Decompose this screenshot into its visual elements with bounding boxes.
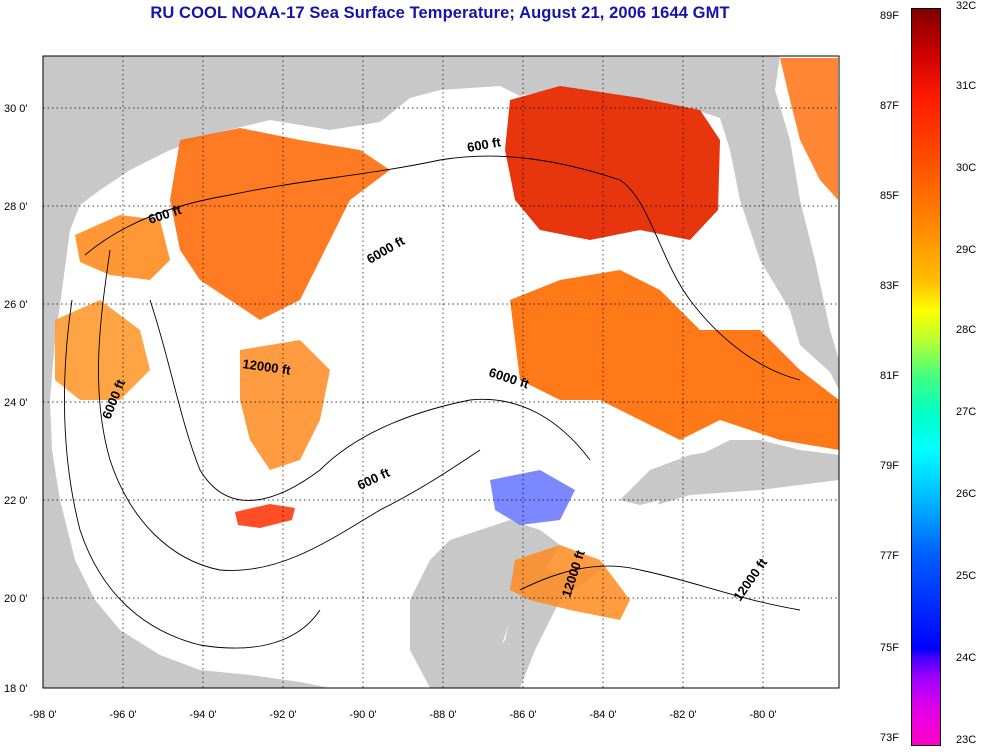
f-label: 87F [880, 100, 899, 112]
latitude-ticks: 30 0' 28 0' 26 0' 24 0' 22 0' 20 0' 18 0… [4, 103, 28, 695]
contour-label: 12000 ft [242, 356, 293, 378]
c-label: 32C [956, 0, 977, 12]
lon-tick: -86 0' [509, 709, 536, 721]
c-label: 28C [956, 324, 977, 336]
lat-tick: 18 0' [4, 683, 28, 695]
lat-tick: 26 0' [4, 299, 28, 311]
c-label: 31C [956, 80, 977, 92]
c-label: 24C [956, 652, 977, 664]
sst-patch-east [510, 270, 839, 450]
bathymetry-contours [64, 155, 801, 649]
lon-tick: -98 0' [29, 709, 56, 721]
f-label: 85F [880, 190, 899, 202]
sst-patch-central-south [240, 340, 330, 470]
lon-tick: -90 0' [349, 709, 376, 721]
sst-patch-north [170, 128, 390, 320]
c-label: 26C [956, 488, 977, 500]
longitude-ticks: -98 0' -96 0' -94 0' -92 0' -90 0' -88 0… [29, 709, 776, 721]
lon-tick: -80 0' [749, 709, 776, 721]
c-label: 30C [956, 162, 977, 174]
lon-tick: -92 0' [269, 709, 296, 721]
c-label: 27C [956, 406, 977, 418]
f-label: 81F [880, 370, 899, 382]
f-label: 75F [880, 642, 899, 654]
sst-patch-west [55, 300, 150, 400]
sst-patch-yucatan-channel [510, 545, 630, 620]
caribbean-ocean [520, 480, 839, 688]
lat-tick: 22 0' [4, 495, 28, 507]
lat-tick: 24 0' [4, 397, 28, 409]
sst-patch-bay-campeche [235, 504, 295, 528]
sst-patch-northwest [75, 215, 170, 280]
lon-tick: -84 0' [589, 709, 616, 721]
lat-tick: 30 0' [4, 103, 28, 115]
f-label: 79F [880, 460, 899, 472]
sst-patch-cool [490, 470, 575, 525]
c-label: 29C [956, 244, 977, 256]
f-label: 89F [880, 10, 899, 22]
sst-patch-florida-atlantic [780, 58, 838, 200]
lon-tick: -96 0' [109, 709, 136, 721]
temperature-colorbar [911, 8, 941, 746]
grid-lines [43, 56, 839, 688]
sea-surface-temperature-map: 600 ft 600 ft 600 ft 6000 ft 6000 ft 600… [4, 55, 840, 721]
f-label: 73F [880, 732, 899, 744]
lon-tick: -94 0' [189, 709, 216, 721]
map-title: RU COOL NOAA-17 Sea Surface Temperature;… [150, 4, 730, 22]
sst-patch-northeast [505, 86, 720, 240]
map-frame [42, 55, 840, 689]
f-label: 83F [880, 280, 899, 292]
f-label: 77F [880, 550, 899, 562]
lon-tick: -88 0' [429, 709, 456, 721]
cuba-land [620, 448, 839, 505]
c-label: 23C [956, 734, 977, 746]
lon-tick: -82 0' [669, 709, 696, 721]
lat-tick: 20 0' [4, 593, 28, 605]
lat-tick: 28 0' [4, 201, 28, 213]
contour-label: 600 ft [466, 134, 503, 155]
c-label: 25C [956, 570, 977, 582]
